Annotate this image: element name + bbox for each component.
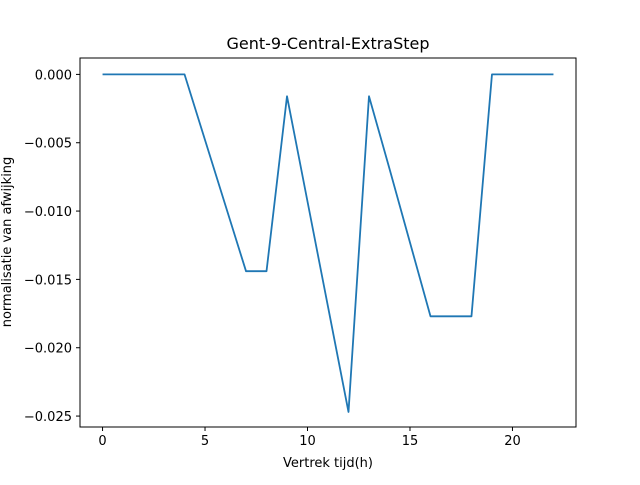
axes-frame bbox=[79, 57, 577, 428]
y-tick-label: −0.010 bbox=[24, 205, 72, 220]
y-tick-label: −0.005 bbox=[24, 137, 72, 152]
x-tick-label: 5 bbox=[201, 434, 209, 449]
y-axis-label: normalisatie van afwijking bbox=[0, 157, 15, 328]
x-tick-label: 20 bbox=[504, 434, 521, 449]
x-tick-label: 10 bbox=[299, 434, 316, 449]
y-tick-label: −0.025 bbox=[24, 410, 72, 425]
y-tick-label: 0.000 bbox=[35, 68, 72, 83]
chart-title: Gent-9-Central-ExtraStep bbox=[226, 34, 429, 53]
x-tick-label: 15 bbox=[402, 434, 419, 449]
y-tick-label: −0.020 bbox=[24, 342, 72, 357]
x-tick-label: 0 bbox=[98, 434, 106, 449]
series-line bbox=[102, 73, 554, 413]
plot-area: 0 5 10 15 20 0.000 −0.005 −0.010 −0.015 −0.020 −0.… bbox=[24, 68, 554, 449]
y-tick-label: −0.015 bbox=[24, 273, 72, 288]
x-axis-label: Vertrek tijd(h) bbox=[283, 456, 373, 471]
